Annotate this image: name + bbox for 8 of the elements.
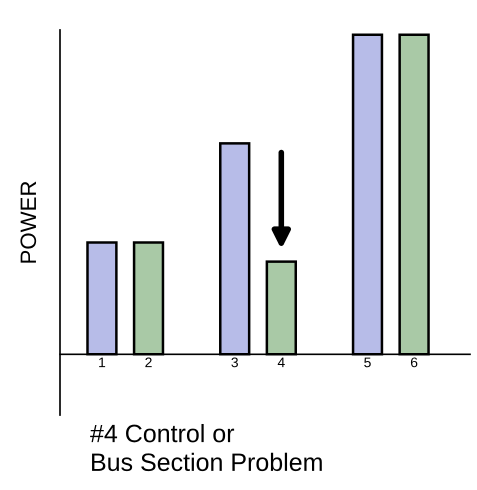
x-tick-label: 2 — [145, 357, 152, 368]
y-axis-title: POWER — [20, 182, 36, 263]
x-axis-title: #4 Control or Bus Section Problem — [90, 424, 322, 472]
x-tick-label: 1 — [99, 358, 106, 368]
x-tick-label: 3 — [231, 357, 238, 368]
x-tick-label: 5 — [364, 358, 371, 368]
x-tick-label: 6 — [410, 357, 418, 368]
x-tick-label: 4 — [278, 358, 285, 368]
